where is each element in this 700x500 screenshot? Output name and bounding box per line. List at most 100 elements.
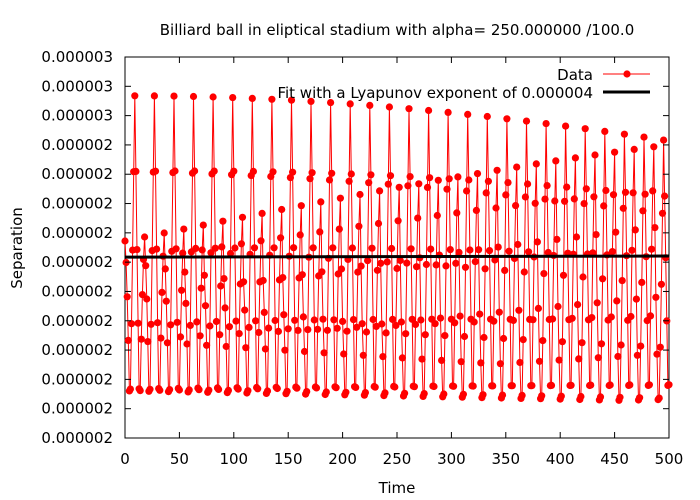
data-point xyxy=(626,381,634,389)
data-point xyxy=(440,390,448,398)
data-point xyxy=(521,193,530,201)
data-point xyxy=(172,245,180,253)
data-point xyxy=(538,392,546,400)
data-point xyxy=(525,248,533,256)
data-point xyxy=(579,273,587,281)
data-point xyxy=(528,382,536,390)
y-tick-label: 0.000003 xyxy=(41,48,113,66)
data-point xyxy=(402,330,410,338)
data-point xyxy=(229,94,237,102)
data-point xyxy=(621,188,630,196)
data-point xyxy=(178,286,186,294)
data-point xyxy=(471,258,479,266)
data-point xyxy=(434,176,442,184)
data-point xyxy=(639,207,647,215)
x-tick-label: 200 xyxy=(328,450,357,468)
data-point xyxy=(485,247,494,255)
data-point xyxy=(322,388,330,396)
data-point xyxy=(179,249,187,257)
data-point xyxy=(504,179,512,187)
data-point xyxy=(180,225,188,233)
data-point xyxy=(201,302,210,310)
data-point xyxy=(398,354,406,362)
data-point xyxy=(543,182,551,190)
y-tick-label: 0.000002 xyxy=(41,370,113,388)
data-point xyxy=(415,180,423,188)
data-point xyxy=(199,221,207,229)
data-point xyxy=(469,382,477,390)
data-point xyxy=(339,317,347,325)
data-point xyxy=(491,256,499,264)
data-point xyxy=(270,244,278,252)
data-point xyxy=(519,336,527,344)
data-point xyxy=(574,301,582,309)
data-point xyxy=(629,189,637,197)
data-point xyxy=(218,243,226,251)
data-point xyxy=(337,265,346,273)
data-point xyxy=(320,349,328,357)
data-point xyxy=(286,174,294,182)
data-point xyxy=(413,263,421,271)
data-point xyxy=(558,338,567,346)
data-point xyxy=(231,244,239,252)
data-point xyxy=(146,385,154,393)
data-point xyxy=(234,385,242,393)
data-point xyxy=(293,384,301,392)
data-point xyxy=(404,182,412,190)
data-point xyxy=(361,389,369,397)
data-point xyxy=(353,323,361,331)
data-point xyxy=(445,175,453,183)
y-axis-ticks: 0.000002 0.000002 0.000002 0.000002 0.000002… xyxy=(41,48,669,447)
legend-label-fit: Fit with a Lyapunov exponent of 0.000004 xyxy=(277,84,593,102)
data-point xyxy=(614,352,622,361)
y-tick-label: 0.000002 xyxy=(41,400,113,418)
data-point xyxy=(318,268,326,276)
data-point xyxy=(299,313,307,321)
data-point xyxy=(206,322,214,330)
data-point xyxy=(441,332,449,340)
data-point xyxy=(349,316,358,324)
data-point xyxy=(183,340,191,348)
data-point xyxy=(364,257,372,265)
x-tick-label: 400 xyxy=(546,450,575,468)
data-point xyxy=(121,237,129,245)
data-point xyxy=(620,130,629,138)
data-point xyxy=(617,341,625,349)
data-point xyxy=(577,392,585,401)
data-point xyxy=(238,213,247,221)
data-point xyxy=(186,321,194,329)
data-point xyxy=(645,381,654,389)
data-point xyxy=(142,262,150,270)
data-point xyxy=(137,335,145,343)
data-point xyxy=(384,180,392,188)
data-point xyxy=(464,110,472,118)
data-point xyxy=(198,246,206,254)
data-point xyxy=(502,191,510,199)
data-point xyxy=(158,288,166,296)
data-point xyxy=(342,388,350,396)
data-point xyxy=(482,189,490,197)
data-point xyxy=(160,229,168,237)
data-point xyxy=(150,92,158,100)
data-point xyxy=(456,312,464,320)
data-point xyxy=(403,259,411,267)
data-point xyxy=(436,314,445,322)
y-tick-label: 0.000003 xyxy=(41,107,113,125)
data-point xyxy=(552,157,560,165)
data-point xyxy=(143,295,151,303)
data-point xyxy=(230,167,238,175)
data-point xyxy=(501,266,509,274)
data-point xyxy=(443,185,451,193)
data-point xyxy=(422,260,430,269)
data-point xyxy=(163,339,171,347)
data-point xyxy=(418,355,426,363)
data-point xyxy=(176,333,185,341)
data-point xyxy=(182,299,190,307)
data-point xyxy=(529,316,537,324)
legend-label-data: Data xyxy=(557,66,593,84)
data-point xyxy=(136,387,144,395)
data-point xyxy=(472,206,480,214)
data-point xyxy=(161,265,169,273)
data-point xyxy=(359,351,367,359)
data-point xyxy=(473,170,482,178)
